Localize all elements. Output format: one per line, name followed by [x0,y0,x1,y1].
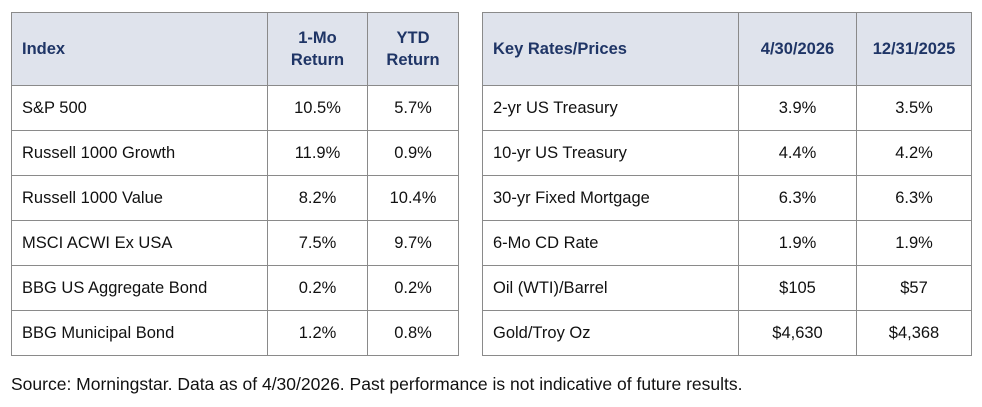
one-month-return-cell: 1.2% [267,310,368,356]
table-row: Russell 1000 Growth 11.9% 0.9% [11,130,459,176]
rate-name-cell: Gold/Troy Oz [482,310,739,356]
ytd-return-cell: 0.9% [367,130,459,176]
current-value-cell: 3.9% [738,85,857,131]
table-row: Gold/Troy Oz $4,630 $4,368 [482,310,972,356]
ytd-return-cell: 9.7% [367,220,459,266]
column-header-current-date: 4/30/2026 [738,12,857,86]
current-value-cell: 6.3% [738,175,857,221]
source-footnote: Source: Morningstar. Data as of 4/30/202… [11,374,743,394]
column-header-1mo-return: 1-Mo Return [267,12,368,86]
table-row: 10-yr US Treasury 4.4% 4.2% [482,130,972,176]
current-value-cell: $4,630 [738,310,857,356]
one-month-return-cell: 8.2% [267,175,368,221]
table-row: 2-yr US Treasury 3.9% 3.5% [482,85,972,131]
column-header-ytd-return: YTD Return [367,12,459,86]
table-row: BBG US Aggregate Bond 0.2% 0.2% [11,265,459,311]
rate-name-cell: 30-yr Fixed Mortgage [482,175,739,221]
column-header-index: Index [11,12,268,86]
table-header-row: Index 1-Mo Return YTD Return [11,12,459,86]
column-header-key-rates: Key Rates/Prices [482,12,739,86]
rate-name-cell: Oil (WTI)/Barrel [482,265,739,311]
prior-value-cell: 6.3% [856,175,972,221]
prior-value-cell: $4,368 [856,310,972,356]
index-returns-table: Index 1-Mo Return YTD Return S&P 500 10.… [11,12,459,356]
current-value-cell: 4.4% [738,130,857,176]
table-row: 6-Mo CD Rate 1.9% 1.9% [482,220,972,266]
table-header-row: Key Rates/Prices 4/30/2026 12/31/2025 [482,12,972,86]
key-rates-table: Key Rates/Prices 4/30/2026 12/31/2025 2-… [482,12,972,356]
rate-name-cell: 10-yr US Treasury [482,130,739,176]
one-month-return-cell: 10.5% [267,85,368,131]
one-month-return-cell: 0.2% [267,265,368,311]
current-value-cell: 1.9% [738,220,857,266]
table-row: S&P 500 10.5% 5.7% [11,85,459,131]
index-name-cell: MSCI ACWI Ex USA [11,220,268,266]
rate-name-cell: 2-yr US Treasury [482,85,739,131]
table-row: MSCI ACWI Ex USA 7.5% 9.7% [11,220,459,266]
ytd-return-cell: 5.7% [367,85,459,131]
ytd-return-cell: 0.8% [367,310,459,356]
table-row: 30-yr Fixed Mortgage 6.3% 6.3% [482,175,972,221]
rate-name-cell: 6-Mo CD Rate [482,220,739,266]
one-month-return-cell: 7.5% [267,220,368,266]
index-name-cell: BBG Municipal Bond [11,310,268,356]
table-row: BBG Municipal Bond 1.2% 0.8% [11,310,459,356]
ytd-return-cell: 10.4% [367,175,459,221]
table-row: Russell 1000 Value 8.2% 10.4% [11,175,459,221]
index-name-cell: BBG US Aggregate Bond [11,265,268,311]
column-header-prior-date: 12/31/2025 [856,12,972,86]
index-name-cell: Russell 1000 Value [11,175,268,221]
prior-value-cell: 1.9% [856,220,972,266]
prior-value-cell: 4.2% [856,130,972,176]
ytd-return-cell: 0.2% [367,265,459,311]
one-month-return-cell: 11.9% [267,130,368,176]
current-value-cell: $105 [738,265,857,311]
prior-value-cell: $57 [856,265,972,311]
table-row: Oil (WTI)/Barrel $105 $57 [482,265,972,311]
index-name-cell: S&P 500 [11,85,268,131]
index-name-cell: Russell 1000 Growth [11,130,268,176]
prior-value-cell: 3.5% [856,85,972,131]
